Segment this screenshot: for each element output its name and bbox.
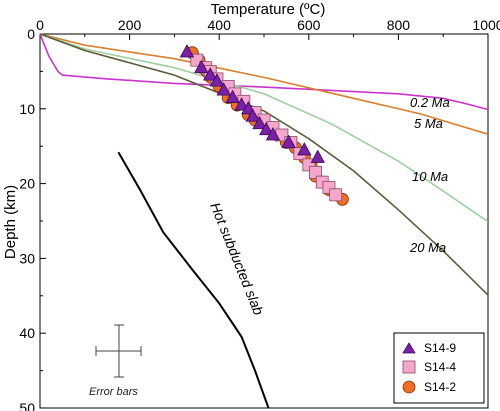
point-s14-9 [209,73,225,87]
point-s14-9 [179,44,195,58]
y-tick-label: 50 [19,400,35,411]
x-tick-label: 800 [387,17,411,33]
point-s14-9 [203,67,218,81]
legend-marker-s14-4 [402,360,416,374]
point-s14-4 [309,165,322,179]
point-s14-9 [234,97,249,111]
y-tick-label: 40 [19,325,35,341]
x-tick-label: 1000 [472,17,500,33]
geotherm-5-ma [39,33,489,135]
legend: S14-9 S14-4 S14-2 [393,332,485,404]
y-tick-label: 30 [19,250,35,266]
error-bars-label: Error bars [89,386,138,398]
x-tick-label: 400 [208,17,232,33]
point-s14-9 [216,82,231,96]
data-points [179,44,349,206]
axis-ticks: 0 200 400 600 800 1000 0 10 20 30 40 50 [19,17,500,411]
point-s14-9 [265,127,281,141]
geotherm-10-ma [39,33,489,223]
point-s14-9 [259,121,274,136]
point-s14-9 [252,115,267,130]
error-bars-glyph [95,324,142,378]
label-20-ma: 20 Ma [409,240,446,255]
point-s14-9 [245,108,260,122]
point-s14-9 [225,89,240,103]
y-tick-label: 20 [19,176,35,192]
x-tick-label: 600 [297,17,321,33]
x-tick-label: 0 [36,17,44,33]
point-s14-9 [194,59,209,74]
geotherm-20-ma [39,33,489,296]
hot-subducted-slab-curve [117,151,270,409]
legend-marker-s14-2 [402,380,416,394]
label-0-2-ma: 0.2 Ma [410,95,450,110]
legend-label-s14-2: S14-2 [424,380,456,394]
legend-label-s14-9: S14-9 [424,341,456,355]
legend-label-s14-4: S14-4 [424,360,456,374]
x-axis-title: Temperature (ºC) [211,1,326,18]
label-5-ma: 5 Ma [414,116,443,131]
y-axis-title: Depth (km) [2,185,19,259]
point-s14-9 [310,149,325,163]
x-tick-label: 200 [118,17,142,33]
point-s14-9 [297,142,312,156]
legend-marker-s14-9 [402,342,416,354]
y-tick-label: 10 [19,101,35,117]
y-tick-label: 0 [27,26,35,42]
label-10-ma: 10 Ma [412,169,448,184]
point-s14-4 [329,188,343,202]
point-s14-9 [281,134,296,148]
